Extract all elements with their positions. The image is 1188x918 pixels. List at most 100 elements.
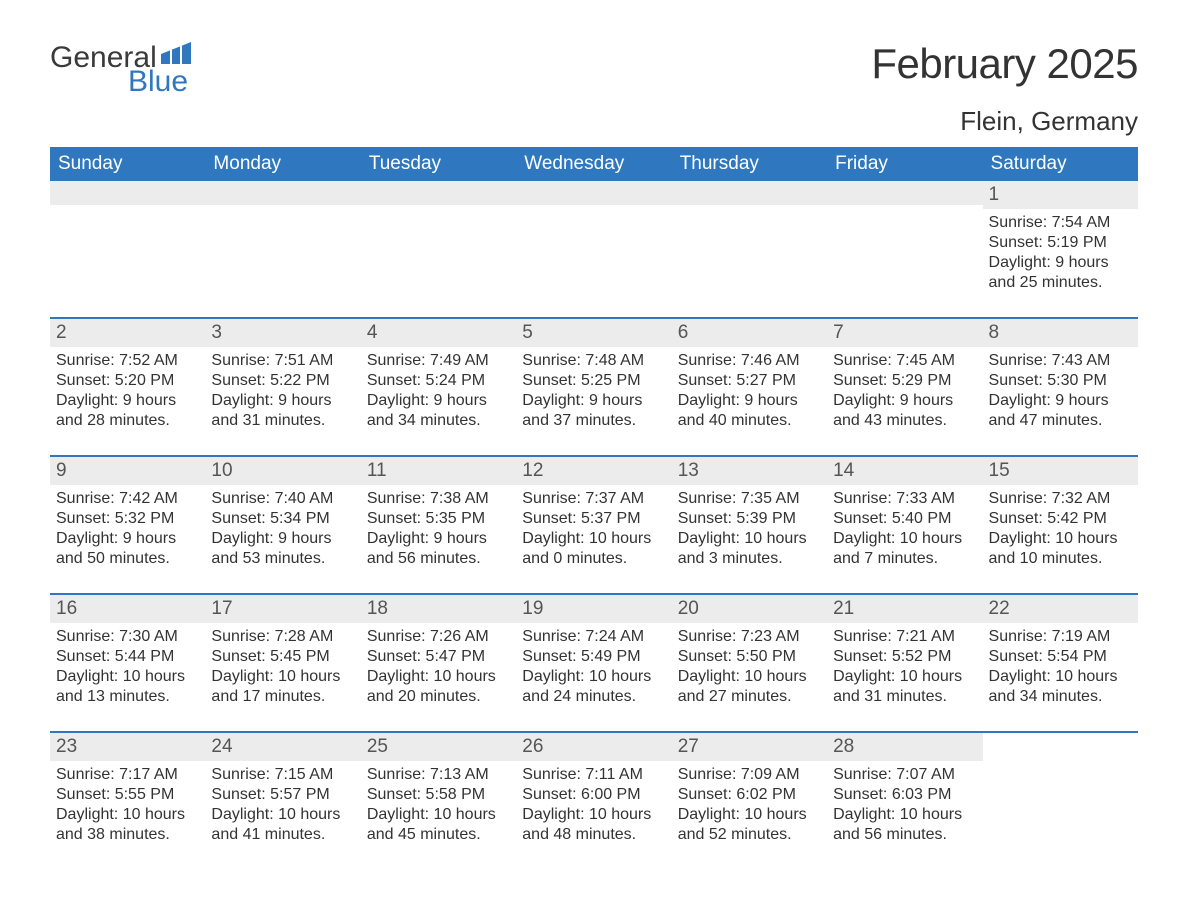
sunrise-text: Sunrise: 7:07 AM xyxy=(833,765,976,785)
weekday-header: Friday xyxy=(827,147,982,181)
sunrise-text: Sunrise: 7:33 AM xyxy=(833,489,976,509)
week-row: 9Sunrise: 7:42 AMSunset: 5:32 PMDaylight… xyxy=(50,455,1138,575)
daylight-text: Daylight: 10 hours and 0 minutes. xyxy=(522,529,665,569)
weekday-header: Saturday xyxy=(983,147,1138,181)
daylight-text: Daylight: 10 hours and 17 minutes. xyxy=(211,667,354,707)
sunrise-text: Sunrise: 7:11 AM xyxy=(522,765,665,785)
day-cell: 25Sunrise: 7:13 AMSunset: 5:58 PMDayligh… xyxy=(361,733,516,851)
weekday-header: Tuesday xyxy=(361,147,516,181)
day-cell: 8Sunrise: 7:43 AMSunset: 5:30 PMDaylight… xyxy=(983,319,1138,437)
day-number: 24 xyxy=(205,733,360,761)
header-row: General Blue February 2025 Flein, German… xyxy=(50,40,1138,137)
sunset-text: Sunset: 5:57 PM xyxy=(211,785,354,805)
daylight-text: Daylight: 10 hours and 24 minutes. xyxy=(522,667,665,707)
sunrise-text: Sunrise: 7:37 AM xyxy=(522,489,665,509)
day-number: 3 xyxy=(205,319,360,347)
weekday-header: Wednesday xyxy=(516,147,671,181)
daylight-text: Daylight: 10 hours and 7 minutes. xyxy=(833,529,976,569)
sunrise-text: Sunrise: 7:28 AM xyxy=(211,627,354,647)
day-cell: 18Sunrise: 7:26 AMSunset: 5:47 PMDayligh… xyxy=(361,595,516,713)
sunrise-text: Sunrise: 7:32 AM xyxy=(989,489,1132,509)
day-cell: 13Sunrise: 7:35 AMSunset: 5:39 PMDayligh… xyxy=(672,457,827,575)
day-number: 13 xyxy=(672,457,827,485)
sunrise-text: Sunrise: 7:19 AM xyxy=(989,627,1132,647)
sunset-text: Sunset: 5:37 PM xyxy=(522,509,665,529)
day-cell xyxy=(827,181,982,299)
day-number: 9 xyxy=(50,457,205,485)
sunset-text: Sunset: 5:32 PM xyxy=(56,509,199,529)
sunrise-text: Sunrise: 7:43 AM xyxy=(989,351,1132,371)
calendar-grid: Sunday Monday Tuesday Wednesday Thursday… xyxy=(50,147,1138,851)
sunrise-text: Sunrise: 7:49 AM xyxy=(367,351,510,371)
daylight-text: Daylight: 9 hours and 34 minutes. xyxy=(367,391,510,431)
day-cell: 27Sunrise: 7:09 AMSunset: 6:02 PMDayligh… xyxy=(672,733,827,851)
daylight-text: Daylight: 10 hours and 41 minutes. xyxy=(211,805,354,845)
sunset-text: Sunset: 5:55 PM xyxy=(56,785,199,805)
daylight-text: Daylight: 9 hours and 43 minutes. xyxy=(833,391,976,431)
daylight-text: Daylight: 9 hours and 53 minutes. xyxy=(211,529,354,569)
day-cell xyxy=(516,181,671,299)
sunset-text: Sunset: 5:52 PM xyxy=(833,647,976,667)
day-number: 2 xyxy=(50,319,205,347)
day-cell xyxy=(672,181,827,299)
sunset-text: Sunset: 5:39 PM xyxy=(678,509,821,529)
sunset-text: Sunset: 5:20 PM xyxy=(56,371,199,391)
day-cell: 22Sunrise: 7:19 AMSunset: 5:54 PMDayligh… xyxy=(983,595,1138,713)
day-cell: 26Sunrise: 7:11 AMSunset: 6:00 PMDayligh… xyxy=(516,733,671,851)
day-number: 10 xyxy=(205,457,360,485)
daylight-text: Daylight: 9 hours and 47 minutes. xyxy=(989,391,1132,431)
day-cell: 20Sunrise: 7:23 AMSunset: 5:50 PMDayligh… xyxy=(672,595,827,713)
sunset-text: Sunset: 6:02 PM xyxy=(678,785,821,805)
sunset-text: Sunset: 5:47 PM xyxy=(367,647,510,667)
day-number: 25 xyxy=(361,733,516,761)
sunset-text: Sunset: 5:25 PM xyxy=(522,371,665,391)
day-number: 19 xyxy=(516,595,671,623)
day-number: 15 xyxy=(983,457,1138,485)
day-number: 6 xyxy=(672,319,827,347)
daylight-text: Daylight: 9 hours and 50 minutes. xyxy=(56,529,199,569)
daylight-text: Daylight: 9 hours and 40 minutes. xyxy=(678,391,821,431)
brand-logo: General Blue xyxy=(50,40,191,97)
day-cell: 9 Sunrise: 7:42 AMSunset: 5:32 PMDaylight… xyxy=(50,457,205,575)
daylight-text: Daylight: 10 hours and 48 minutes. xyxy=(522,805,665,845)
day-cell: 19Sunrise: 7:24 AMSunset: 5:49 PMDayligh… xyxy=(516,595,671,713)
day-number: 11 xyxy=(361,457,516,485)
sunrise-text: Sunrise: 7:51 AM xyxy=(211,351,354,371)
day-cell: 15Sunrise: 7:32 AMSunset: 5:42 PMDayligh… xyxy=(983,457,1138,575)
sunset-text: Sunset: 6:03 PM xyxy=(833,785,976,805)
sunset-text: Sunset: 5:49 PM xyxy=(522,647,665,667)
sunset-text: Sunset: 5:19 PM xyxy=(989,233,1132,253)
sunset-text: Sunset: 5:50 PM xyxy=(678,647,821,667)
sunrise-text: Sunrise: 7:26 AM xyxy=(367,627,510,647)
sunset-text: Sunset: 5:54 PM xyxy=(989,647,1132,667)
day-cell: 3Sunrise: 7:51 AMSunset: 5:22 PMDaylight… xyxy=(205,319,360,437)
day-cell: 23Sunrise: 7:17 AMSunset: 5:55 PMDayligh… xyxy=(50,733,205,851)
day-number: 14 xyxy=(827,457,982,485)
day-number: 4 xyxy=(361,319,516,347)
weekday-header: Sunday xyxy=(50,147,205,181)
daylight-text: Daylight: 10 hours and 45 minutes. xyxy=(367,805,510,845)
weeks-container: 1Sunrise: 7:54 AMSunset: 5:19 PMDaylight… xyxy=(50,181,1138,851)
sunrise-text: Sunrise: 7:48 AM xyxy=(522,351,665,371)
day-number: 5 xyxy=(516,319,671,347)
daylight-text: Daylight: 10 hours and 3 minutes. xyxy=(678,529,821,569)
day-cell: 4Sunrise: 7:49 AMSunset: 5:24 PMDaylight… xyxy=(361,319,516,437)
daylight-text: Daylight: 10 hours and 20 minutes. xyxy=(367,667,510,707)
day-cell: 14Sunrise: 7:33 AMSunset: 5:40 PMDayligh… xyxy=(827,457,982,575)
title-block: February 2025 Flein, Germany xyxy=(871,40,1138,137)
sunrise-text: Sunrise: 7:42 AM xyxy=(56,489,199,509)
sunrise-text: Sunrise: 7:21 AM xyxy=(833,627,976,647)
day-cell: 2Sunrise: 7:52 AMSunset: 5:20 PMDaylight… xyxy=(50,319,205,437)
sunrise-text: Sunrise: 7:30 AM xyxy=(56,627,199,647)
day-number: 12 xyxy=(516,457,671,485)
location-label: Flein, Germany xyxy=(871,106,1138,137)
day-cell xyxy=(361,181,516,299)
day-number xyxy=(516,181,671,205)
logo-text-blue: Blue xyxy=(128,67,191,97)
daylight-text: Daylight: 10 hours and 52 minutes. xyxy=(678,805,821,845)
daylight-text: Daylight: 10 hours and 31 minutes. xyxy=(833,667,976,707)
sunset-text: Sunset: 5:42 PM xyxy=(989,509,1132,529)
day-number: 1 xyxy=(983,181,1138,209)
sunset-text: Sunset: 5:34 PM xyxy=(211,509,354,529)
day-cell: 24Sunrise: 7:15 AMSunset: 5:57 PMDayligh… xyxy=(205,733,360,851)
